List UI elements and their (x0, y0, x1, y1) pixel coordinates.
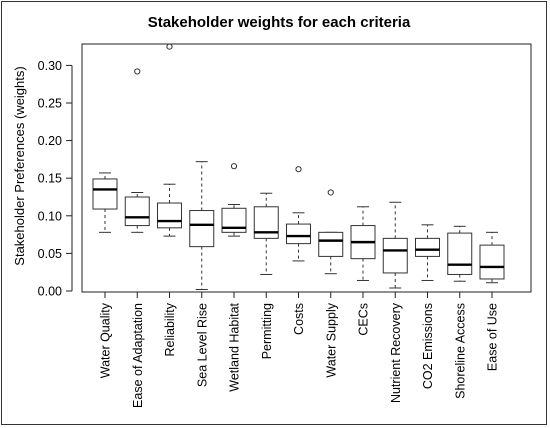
outlier-point (166, 43, 173, 50)
y-tick-label: 0.20 (38, 134, 62, 148)
box-costs (286, 166, 311, 262)
y-tick-label: 0.30 (38, 59, 62, 73)
category-label: Sea Level Rise (195, 303, 209, 387)
box-co2-emissions (415, 224, 440, 281)
outlier-point (295, 166, 302, 173)
box-ease-of-use (479, 231, 505, 284)
category-label: Ease of Adaptation (131, 303, 145, 408)
category-label: Costs (292, 303, 306, 335)
boxes-group (92, 43, 505, 290)
category-label: CECs (357, 303, 371, 336)
box-water-quality (92, 172, 118, 233)
outlier-point (230, 163, 238, 170)
iqr-box (479, 244, 505, 280)
box-ease-of-adaptation (124, 68, 150, 233)
y-tick-label: 0.25 (38, 97, 62, 111)
category-label: Wetland Habitat (228, 302, 242, 391)
iqr-box (447, 232, 473, 275)
iqr-box (286, 223, 311, 245)
category-label: Nutrient Recovery (389, 302, 403, 403)
box-wetland-habitat (221, 163, 247, 237)
iqr-box (157, 202, 182, 229)
box-cecs (350, 206, 376, 281)
outlier-point (134, 68, 141, 75)
box-shoreline-access (447, 225, 473, 282)
box-reliability (157, 43, 182, 237)
y-axis: 0.00 0.05 0.10 0.15 0.20 0.25 0.30 (38, 59, 73, 299)
category-labels: Water Quality Ease of Adaptation Reliabili… (99, 292, 500, 408)
iqr-box (415, 237, 440, 257)
category-label: Permitting (260, 303, 274, 359)
box-nutrient-recovery (382, 201, 408, 289)
category-label: Water Quality (99, 302, 113, 378)
iqr-box (124, 196, 150, 227)
box-water-supply (318, 189, 344, 275)
y-axis-label: Stakeholder Preferences (weights) (12, 66, 27, 265)
category-label: CO2 Emissions (421, 303, 435, 389)
box-permitting (253, 192, 279, 275)
y-tick-label: 0.15 (38, 172, 62, 186)
category-label: Water Supply (324, 302, 338, 377)
category-label: Shoreline Access (453, 303, 467, 399)
plot-area-border (81, 43, 532, 293)
iqr-box (253, 206, 279, 239)
iqr-box (92, 178, 118, 210)
iqr-box (189, 210, 215, 248)
outlier-point (327, 189, 334, 196)
iqr-box (318, 231, 344, 257)
category-label: Ease of Use (486, 303, 500, 371)
category-label: Reliability (163, 302, 177, 356)
iqr-box (382, 237, 408, 274)
box-sea-level-rise (189, 161, 215, 290)
y-tick-label: 0.05 (38, 247, 62, 261)
chart-title: Stakeholder weights for each criteria (148, 14, 411, 31)
y-tick-label: 0.10 (38, 209, 62, 223)
y-tick-label: 0.00 (38, 285, 62, 299)
